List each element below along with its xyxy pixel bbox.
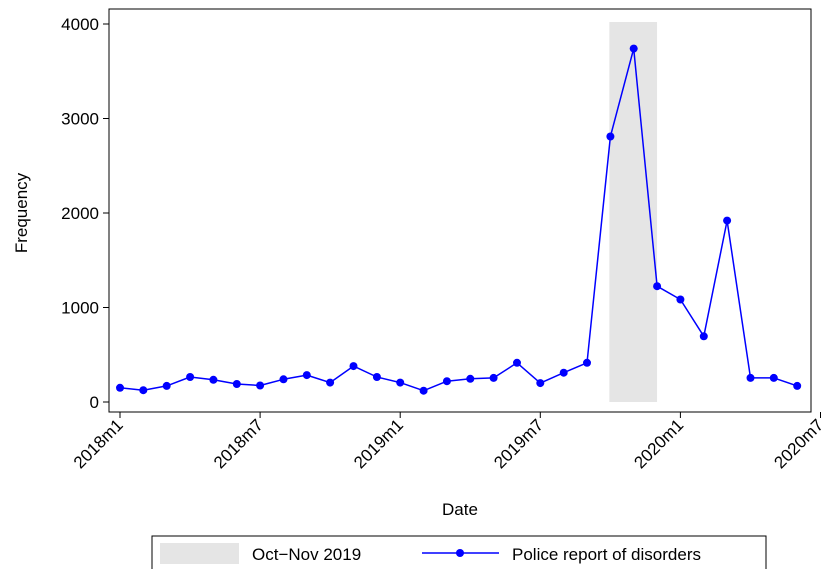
x-axis-title: Date (442, 500, 478, 519)
series-layer (116, 44, 802, 395)
data-point (279, 375, 288, 384)
data-point (676, 295, 685, 304)
data-point (209, 375, 218, 384)
y-tick-label: 0 (90, 393, 99, 412)
data-point (489, 373, 498, 382)
y-tick-label: 3000 (61, 110, 99, 129)
data-point (396, 378, 405, 387)
data-point (536, 379, 545, 388)
data-point (326, 378, 335, 387)
y-axis: 0 1000 2000 3000 4000 (61, 15, 109, 412)
data-point (629, 44, 638, 53)
data-point (162, 381, 171, 390)
data-point (769, 373, 778, 382)
y-tick-label: 4000 (61, 15, 99, 34)
y-tick-label: 1000 (61, 299, 99, 318)
legend-label-series: Police report of disorders (512, 545, 701, 564)
legend: Oct−Nov 2019 Police report of disorders (151, 535, 767, 569)
data-point (302, 371, 311, 380)
plot-frame (108, 8, 812, 413)
legend-swatch-marker (456, 549, 464, 557)
y-tick-label: 2000 (61, 204, 99, 223)
y-axis-title: Frequency (12, 172, 31, 253)
data-point (583, 358, 591, 367)
legend-swatch-shaded (160, 543, 239, 564)
data-point (139, 386, 148, 395)
data-point (256, 381, 265, 390)
data-point (559, 368, 568, 377)
data-point (419, 386, 428, 395)
data-point (513, 358, 521, 367)
data-point (186, 373, 195, 381)
legend-label-shaded: Oct−Nov 2019 (252, 545, 361, 564)
data-point (466, 374, 475, 383)
data-point (723, 216, 732, 225)
data-point (116, 383, 124, 392)
data-point (232, 380, 241, 388)
data-point (793, 381, 802, 390)
data-point (699, 332, 708, 341)
data-point (746, 373, 755, 382)
data-point (653, 282, 662, 291)
data-point (372, 373, 381, 381)
data-point (606, 132, 615, 141)
data-point (442, 377, 451, 386)
data-point (349, 362, 358, 371)
